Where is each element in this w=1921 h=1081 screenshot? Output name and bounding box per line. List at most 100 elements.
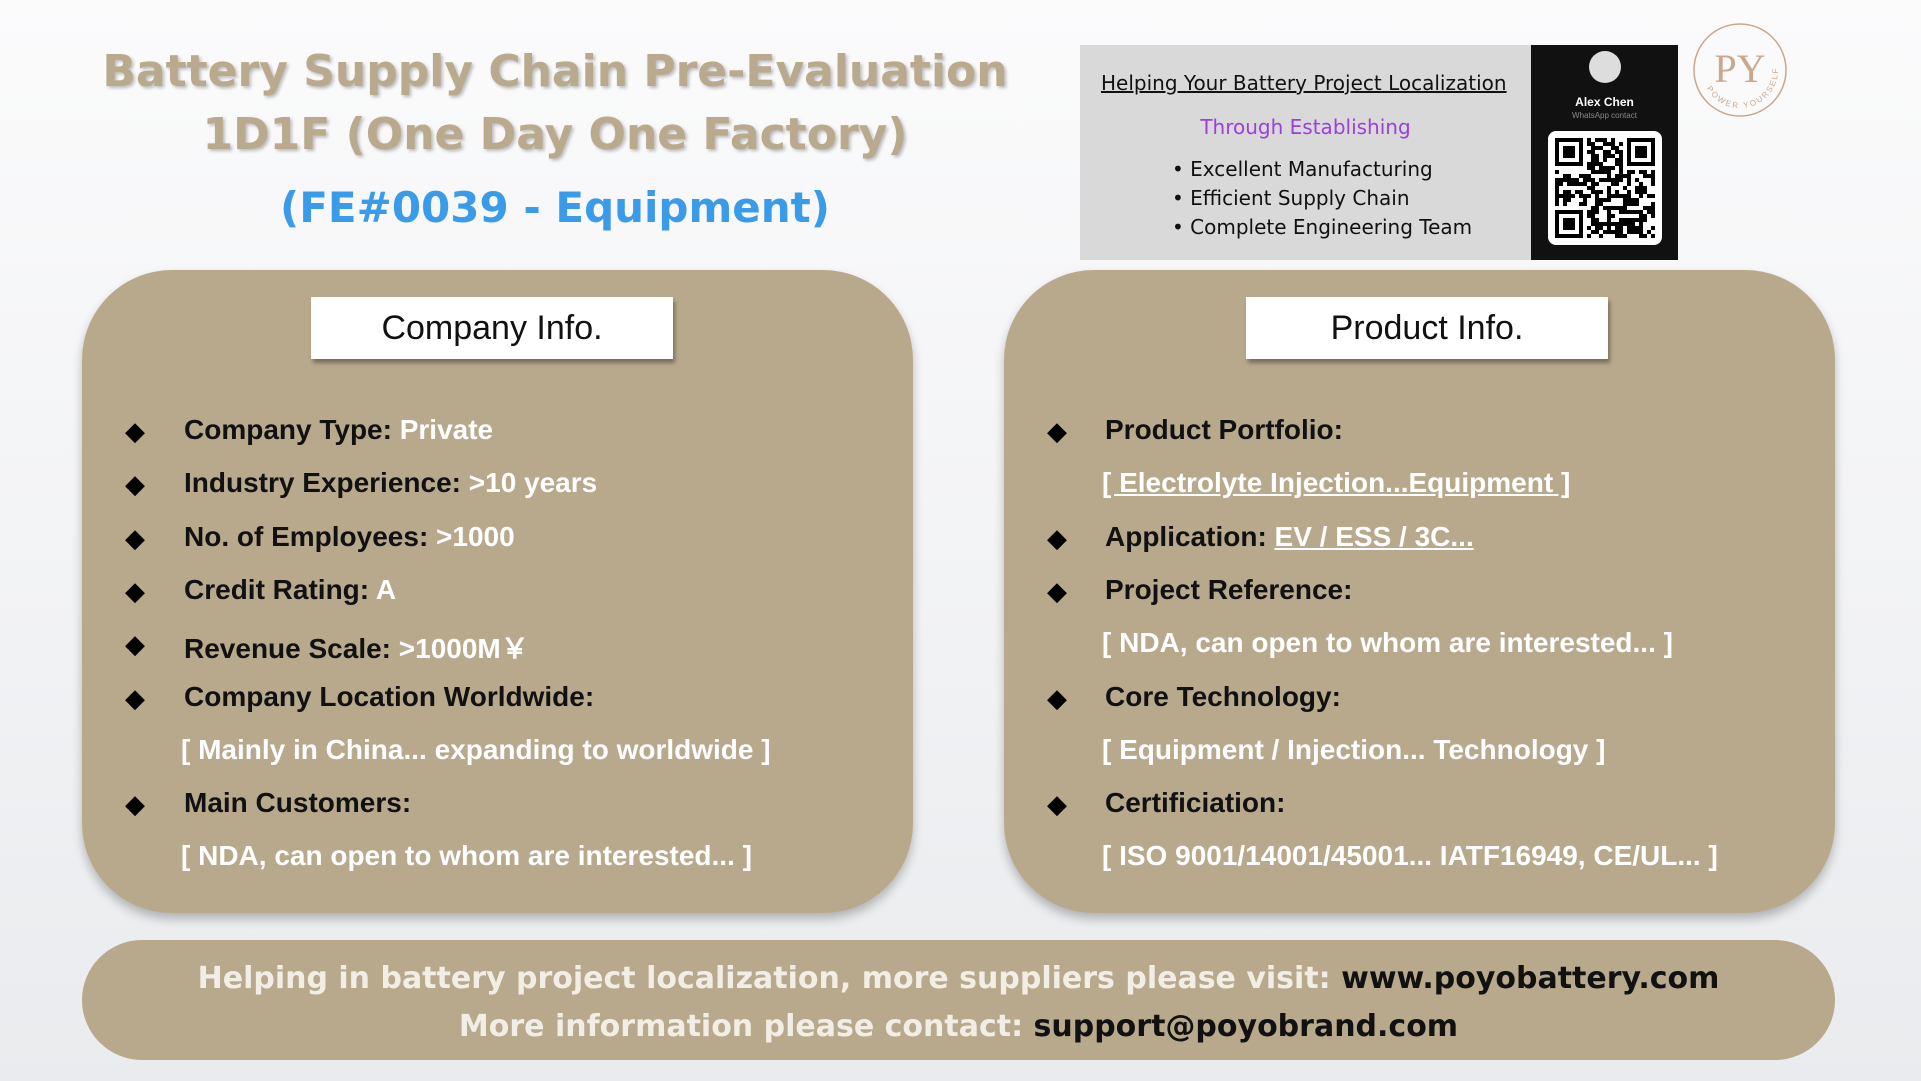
qr-module (1615, 146, 1619, 150)
qr-module (1627, 218, 1631, 222)
qr-module (1611, 194, 1615, 198)
qr-module (1583, 174, 1587, 178)
qr-module (1627, 182, 1631, 186)
qr-module (1643, 174, 1647, 178)
qr-module (1619, 178, 1623, 182)
qr-module (1595, 198, 1599, 202)
qr-module (1631, 222, 1635, 226)
avatar (1589, 51, 1621, 83)
footer-text: More information please contact: (458, 1009, 1024, 1044)
logo: POWER YOURSELF PY (1693, 23, 1787, 117)
qr-module (1603, 150, 1607, 154)
qr-module (1587, 178, 1591, 182)
qr-module (1595, 182, 1599, 186)
qr-module (1635, 210, 1639, 214)
qr-module (1651, 174, 1655, 178)
qr-module (1563, 174, 1567, 178)
qr-module (1571, 182, 1575, 186)
qr-module (1591, 170, 1595, 174)
qr-module (1595, 218, 1599, 222)
qr-module (1607, 194, 1611, 198)
qr-module (1627, 210, 1631, 214)
qr-module (1603, 138, 1607, 142)
qr-module (1591, 222, 1595, 226)
qr-module (1619, 206, 1623, 210)
qr-module (1591, 142, 1595, 146)
title-line: 1D1F (One Day One Factory) (202, 109, 908, 160)
qr-module (1647, 210, 1651, 214)
qr-module (1587, 166, 1591, 170)
item-value: >1000M￥ (398, 633, 529, 665)
card-heading: Helping Your Battery Project Localizatio… (1101, 71, 1507, 95)
qr-module (1619, 194, 1623, 198)
qr-module (1635, 186, 1639, 190)
qr-module (1647, 230, 1651, 234)
card-bullet-text: Efficient Supply Chain (1190, 186, 1410, 210)
qr-module (1643, 186, 1647, 190)
item-value: EV / ESS / 3C... (1274, 520, 1474, 552)
item-row: Certificiation: (1105, 787, 1285, 819)
qr-module (1559, 194, 1563, 198)
qr-module (1595, 146, 1599, 150)
qr-module (1639, 218, 1643, 222)
qr-module (1643, 234, 1647, 238)
qr-module (1603, 198, 1607, 202)
qr-module (1639, 186, 1643, 190)
qr-module (1627, 178, 1631, 182)
bullet: ◆ (1047, 416, 1067, 446)
qr-module (1587, 162, 1591, 166)
card-bullet: • Excellent Manufacturing (1172, 157, 1433, 181)
qr-module (1579, 190, 1583, 194)
item-row: Main Customers: (184, 787, 411, 819)
qr-module (1555, 182, 1559, 186)
logo-monogram: PY (1714, 46, 1765, 91)
qr-module (1615, 226, 1619, 230)
qr-module (1607, 206, 1611, 210)
qr-module (1563, 202, 1567, 206)
qr-module (1619, 230, 1623, 234)
qr-module (1643, 170, 1647, 174)
footer-text: Helping in battery project localization,… (197, 961, 1331, 996)
qr-module (1595, 170, 1599, 174)
qr-module (1643, 190, 1647, 194)
qr-module (1631, 230, 1635, 234)
qr-module (1619, 162, 1623, 166)
qr-module (1623, 202, 1627, 206)
qr-module (1619, 222, 1623, 226)
qr-module (1615, 206, 1619, 210)
qr-module (1635, 146, 1647, 158)
qr-module (1587, 210, 1591, 214)
item-detail: [ Electrolyte Injection...Equipment ] (1102, 467, 1571, 499)
qr-module (1587, 194, 1591, 198)
qr-module (1619, 166, 1623, 170)
qr-module (1599, 234, 1603, 238)
qr-module (1587, 142, 1591, 146)
qr-module (1599, 202, 1603, 206)
qr-module (1627, 202, 1631, 206)
qr-module (1607, 166, 1611, 170)
subtitle: (FE#0039 - Equipment) (280, 183, 830, 232)
qr-module (1599, 146, 1603, 150)
qr-module (1595, 222, 1599, 226)
bullet: ◆ (125, 522, 145, 553)
qr-module (1595, 190, 1599, 194)
qr-module (1619, 142, 1623, 146)
qr-module (1555, 194, 1559, 198)
qr-module (1619, 226, 1623, 230)
qr-module (1567, 194, 1571, 198)
qr-module (1591, 214, 1595, 218)
qr-module (1607, 198, 1611, 202)
qr-module (1607, 190, 1611, 194)
qr-module (1639, 230, 1643, 234)
qr-module (1607, 222, 1611, 226)
qr-module (1627, 194, 1631, 198)
item-detail: [ Mainly in China... expanding to worldw… (181, 733, 771, 765)
qr-module (1611, 178, 1615, 182)
item-row: Company Location Worldwide: (184, 681, 594, 713)
qr-module (1555, 190, 1559, 194)
qr-module (1607, 178, 1611, 182)
qr-module (1599, 178, 1603, 182)
qr-module (1651, 214, 1655, 218)
qr-module (1579, 194, 1583, 198)
qr-module (1651, 234, 1655, 238)
